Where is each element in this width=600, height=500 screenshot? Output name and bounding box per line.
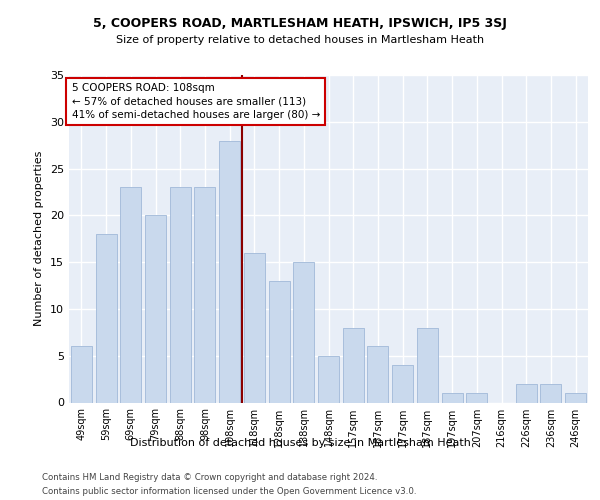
Bar: [318, 356, 339, 403]
Text: Contains public sector information licensed under the Open Government Licence v3: Contains public sector information licen…: [42, 488, 416, 496]
Text: 5, COOPERS ROAD, MARTLESHAM HEATH, IPSWICH, IP5 3SJ: 5, COOPERS ROAD, MARTLESHAM HEATH, IPSWI…: [93, 18, 507, 30]
Bar: [442, 393, 463, 402]
Text: Distribution of detached houses by size in Martlesham Heath: Distribution of detached houses by size …: [130, 438, 470, 448]
Y-axis label: Number of detached properties: Number of detached properties: [34, 151, 44, 326]
Text: Size of property relative to detached houses in Martlesham Heath: Size of property relative to detached ho…: [116, 35, 484, 45]
Bar: [293, 262, 314, 402]
Text: Contains HM Land Registry data © Crown copyright and database right 2024.: Contains HM Land Registry data © Crown c…: [42, 472, 377, 482]
Bar: [269, 281, 290, 402]
Bar: [95, 234, 116, 402]
Bar: [244, 253, 265, 402]
Bar: [71, 346, 92, 403]
Bar: [367, 346, 388, 403]
Bar: [565, 393, 586, 402]
Bar: [343, 328, 364, 402]
Bar: [392, 365, 413, 403]
Bar: [541, 384, 562, 402]
Bar: [219, 140, 240, 402]
Bar: [120, 188, 141, 402]
Bar: [417, 328, 438, 402]
Text: 5 COOPERS ROAD: 108sqm
← 57% of detached houses are smaller (113)
41% of semi-de: 5 COOPERS ROAD: 108sqm ← 57% of detached…: [71, 83, 320, 120]
Bar: [170, 188, 191, 402]
Bar: [194, 188, 215, 402]
Bar: [516, 384, 537, 402]
Bar: [466, 393, 487, 402]
Bar: [145, 216, 166, 402]
